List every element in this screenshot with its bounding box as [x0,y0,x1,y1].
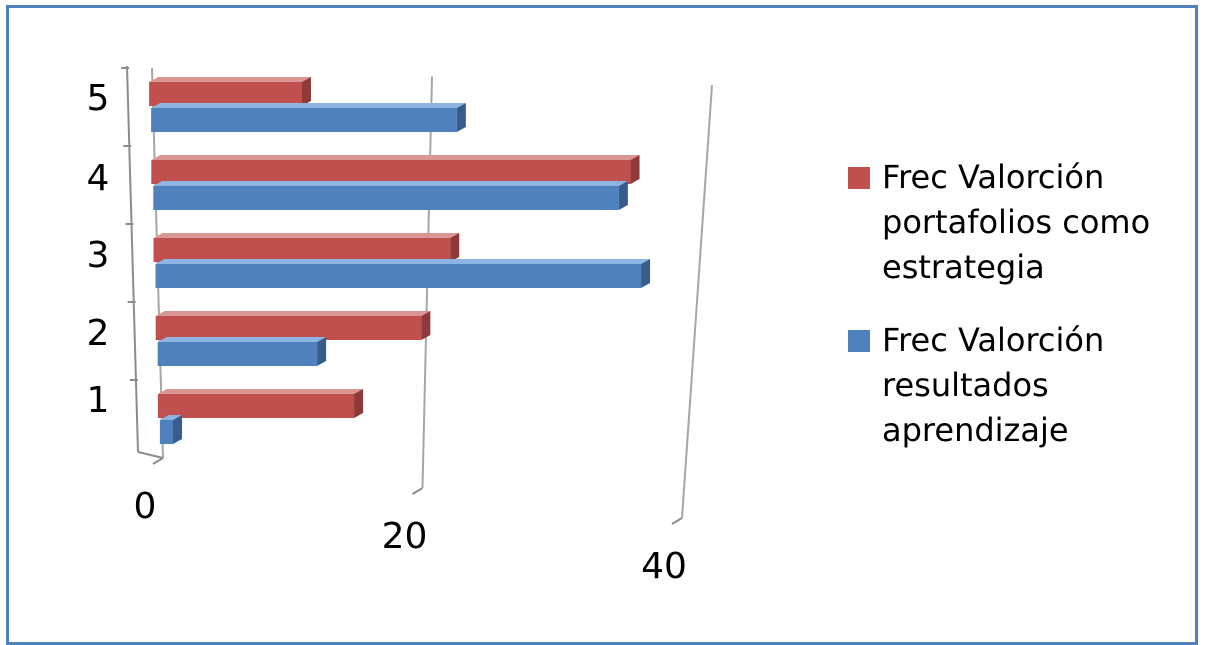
bars [149,77,651,444]
legend-swatch-portafolios [848,167,870,189]
gridline-40 [681,84,713,519]
legend: Frec Valorción portafolios como estrateg… [848,155,1188,481]
bar-series1-cat1 [157,389,364,418]
y-tick-label-1: 1 [87,380,110,421]
floor-edge [137,451,164,459]
y-tick-label-2: 2 [87,313,110,354]
axes [121,65,713,525]
x-tick-label-20: 20 [382,516,428,557]
y-tick-label-5: 5 [87,78,110,119]
tick-labels: 0 20 40 1 2 3 4 5 [87,78,687,587]
bar-series2-cat2 [157,337,327,366]
bar-series1-cat3 [153,233,460,262]
bar-series2-cat3 [155,259,651,288]
legend-label-resultados: Frec Valorción resultados aprendizaje [882,321,1105,449]
legend-item-resultados: Frec Valorción resultados aprendizaje [848,318,1188,453]
legend-label-portafolios: Frec Valorción portafolios como estrateg… [882,158,1151,286]
bar-chart: 0 20 40 1 2 3 4 5 [87,65,713,587]
legend-swatch-resultados [848,330,870,352]
category-axis [126,65,139,453]
bar-series2-cat5 [151,103,466,132]
bar-series1-cat5 [149,77,311,106]
legend-item-portafolios: Frec Valorción portafolios como estrateg… [848,155,1188,290]
x-tick-label-0: 0 [134,486,157,527]
y-tick-label-3: 3 [87,235,110,276]
x-tick-label-40: 40 [641,546,687,587]
x-tick-mark-0 [152,457,164,465]
y-tick-label-4: 4 [87,158,110,199]
x-tick-mark-20 [411,487,424,495]
bar-series2-cat1 [159,415,182,444]
bar-series1-cat4 [151,155,640,184]
x-tick-mark-40 [671,517,683,525]
bar-series1-cat2 [155,311,431,340]
bar-series2-cat4 [153,181,628,210]
